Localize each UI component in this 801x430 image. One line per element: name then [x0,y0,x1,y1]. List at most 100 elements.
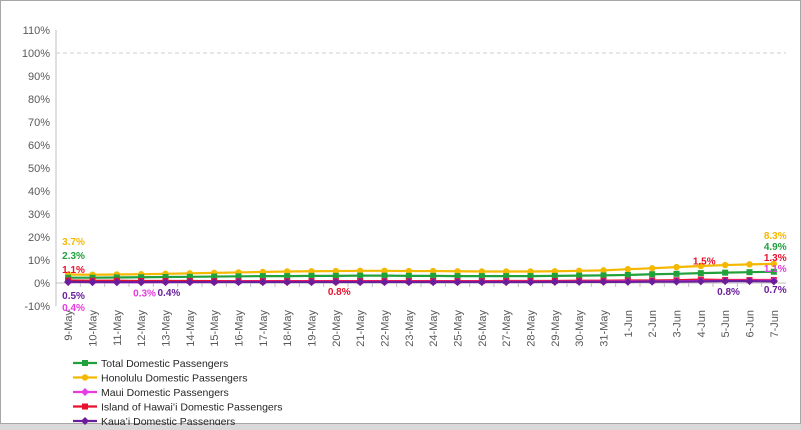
x-tick-label: 6-Jun [745,310,757,338]
data-point [503,273,510,280]
series-line [68,280,774,284]
series-4 [64,277,778,287]
data-point [307,278,316,287]
data-point [211,273,218,280]
data-label: 1.5% [693,257,716,268]
data-point [722,269,729,276]
x-tick-label: 30-May [574,310,586,347]
data-label: 1.1% [62,265,85,276]
data-point [502,268,510,275]
data-point [575,277,584,286]
y-tick-label: 100% [22,48,50,60]
data-point [64,277,73,286]
x-tick-label: 27-May [501,310,513,347]
data-label: 0.4% [158,288,181,299]
data-point [453,278,462,287]
y-tick-label: 110% [23,25,51,37]
x-tick-label: 16-May [234,310,246,347]
data-point [88,278,97,287]
data-point [477,278,486,287]
y-tick-label: 70% [28,117,50,129]
data-point [185,278,194,287]
x-tick-label: 22-May [380,310,392,347]
y-tick-label: 80% [28,94,50,106]
data-label: 0.8% [717,287,740,298]
data-point [234,278,243,287]
data-point [648,277,657,286]
y-tick-label: -10% [24,301,50,313]
data-point [600,267,607,274]
data-point [429,267,437,275]
data-point [331,278,340,287]
legend-label: Maui Domestic Passengers [101,387,229,399]
y-tick-label: 50% [28,163,50,175]
data-point [697,270,704,277]
data-point [673,270,680,277]
data-point [697,262,705,270]
data-label: 0.7% [764,285,787,296]
data-point [478,268,486,275]
data-point [82,360,88,366]
x-tick-label: 18-May [282,310,294,347]
data-point [527,268,534,275]
data-point [162,274,169,281]
data-point [575,267,583,275]
y-tick-label: 10% [28,255,50,267]
data-point [332,267,340,275]
x-tick-label: 3-Jun [672,310,684,338]
data-point [649,271,656,278]
x-tick-label: 25-May [453,310,465,347]
legend-label: Island of Hawai’i Domestic Passengers [101,402,283,414]
data-point [600,272,607,279]
x-tick-label: 4-Jun [696,310,708,338]
legend-item: Honolulu Domestic Passengers [73,373,248,385]
data-label: 0.4% [62,303,85,314]
y-tick-label: 20% [28,232,50,244]
legend-label: Honolulu Domestic Passengers [101,373,248,385]
y-tick-label: 90% [28,71,50,83]
legend-item: Island of Hawai’i Domestic Passengers [73,402,283,414]
data-point [672,277,681,286]
data-point [357,272,364,279]
legend-item: Total Domestic Passengers [73,358,228,370]
data-point [308,268,315,275]
data-point [576,272,583,279]
data-point [113,274,120,281]
data-label: 0.3% [133,288,156,299]
data-point [673,263,680,271]
x-tick-label: 29-May [550,310,562,347]
data-point [81,417,89,425]
x-tick-label: 9-May [63,310,75,341]
data-point [284,273,291,280]
x-tick-label: 14-May [185,310,197,347]
data-point [624,266,632,273]
x-tick-label: 10-May [88,310,100,347]
x-tick-label: 11-May [112,310,124,346]
data-label: 1.1% [764,264,787,275]
x-tick-label: 31-May [599,310,611,347]
data-point [283,278,292,287]
data-point [405,272,412,279]
legend: Total Domestic Passengers Honolulu Domest… [73,358,283,428]
data-point [526,278,535,287]
data-point [624,271,631,278]
x-tick-label: 12-May [136,310,148,347]
x-tick-label: 26-May [477,310,489,347]
y-tick-label: 0% [34,278,50,290]
x-tick-label: 28-May [526,310,538,347]
series-line [68,270,774,279]
legend-item: Maui Domestic Passengers [73,387,229,399]
data-point [696,277,705,286]
data-point [551,272,558,279]
y-tick-label: 30% [28,209,50,221]
data-point [721,261,729,269]
x-tick-label: 23-May [404,310,416,347]
data-point [258,278,267,287]
data-labels: 3.7%2.3%1.1%0.5%0.4%0.3% 0.4% 0.8%1.5%0.8%… [62,231,787,314]
data-point [405,267,413,275]
x-tick-label: 7-Jun [769,310,781,338]
data-point [235,273,242,280]
x-tick-label: 21-May [355,310,367,347]
data-point [356,267,364,275]
data-point [769,277,778,286]
